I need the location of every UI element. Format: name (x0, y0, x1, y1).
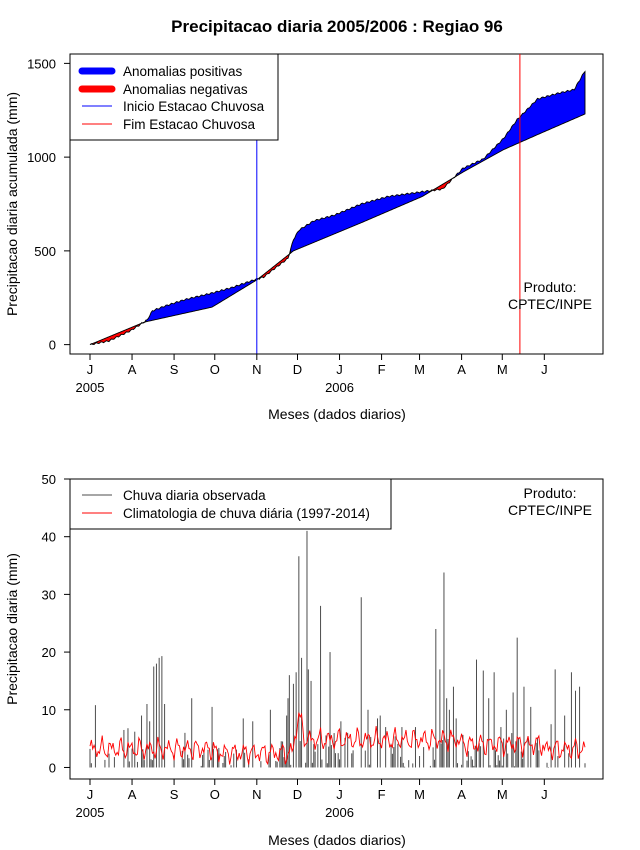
daily-rain-bars (89, 530, 586, 768)
y-tick-label: 20 (42, 645, 56, 660)
x-tick-label: F (378, 362, 386, 377)
cumulative-legend: Anomalias positivas Anomalias negativas … (69, 53, 279, 141)
positive-anomaly-area (290, 189, 434, 254)
y-tick-label: 50 (42, 472, 56, 487)
x-year-label: 2006 (325, 380, 354, 395)
x-tick-label: S (170, 362, 179, 377)
x-year-label: 2005 (76, 380, 105, 395)
y-tick-label: 40 (42, 530, 56, 545)
x-tick-label: M (497, 787, 508, 802)
x-tick-label: S (170, 787, 179, 802)
daily-legend-box (69, 478, 392, 530)
x-tick-label: D (293, 362, 302, 377)
x-tick-label: J (87, 362, 94, 377)
x-tick-label: D (293, 787, 302, 802)
daily-x-axis: J A S O N D J F M A M J 2005 2006 (76, 778, 548, 820)
x-year-label: 2006 (325, 805, 354, 820)
climatology-line (89, 712, 586, 766)
y-tick-label: 0 (49, 338, 56, 353)
x-tick-label: J (87, 787, 94, 802)
y-tick-label: 500 (34, 244, 56, 259)
x-year-label: 2005 (76, 805, 105, 820)
y-tick-label: 0 (49, 760, 56, 775)
negative-anomaly-area (92, 321, 142, 346)
x-tick-label: N (252, 362, 261, 377)
cumulative-y-axis-label: Precipitacao diaria acumulada (mm) (4, 92, 20, 316)
x-tick-label: A (457, 787, 466, 802)
x-tick-label: A (128, 787, 137, 802)
y-tick-label: 30 (42, 587, 56, 602)
daily-x-axis-label: Meses (dados diarios) (268, 832, 406, 848)
cumulative-product-label: Produto: (524, 279, 577, 295)
cumulative-product-source: CPTEC/INPE (508, 296, 592, 312)
daily-product-source: CPTEC/INPE (508, 502, 592, 518)
legend-label-end: Fim Estacao Chuvosa (123, 117, 256, 132)
x-tick-label: M (414, 362, 425, 377)
y-tick-label: 1000 (27, 150, 56, 165)
x-tick-label: F (378, 787, 386, 802)
cumulative-y-axis: 0 500 1000 1500 (27, 56, 71, 353)
daily-y-axis-label: Precipitacao diaria (mm) (4, 553, 20, 705)
positive-anomaly-area (145, 276, 260, 323)
negative-anomaly-area (259, 248, 292, 281)
cumulative-x-axis: J A S O N D J F M A M J 2005 2006 (76, 353, 548, 395)
cumulative-chart: 0 500 1000 1500 J A S O N D J F M A M J 2005 2006 Precip… (4, 53, 604, 422)
x-tick-label: J (336, 787, 343, 802)
x-tick-label: O (210, 787, 220, 802)
daily-product-label: Produto: (524, 485, 577, 501)
negative-anomaly-area (432, 173, 457, 192)
chart-title: Precipitacao diaria 2005/2006 : Regiao 9… (171, 17, 503, 36)
cumulative-anomaly-areas (89, 70, 586, 346)
daily-legend: Chuva diaria observada Climatologia de c… (69, 478, 392, 530)
x-tick-label: J (541, 362, 548, 377)
daily-y-axis: 0 10 20 30 40 50 (42, 472, 71, 775)
cumulative-x-axis-label: Meses (dados diarios) (268, 406, 406, 422)
daily-chart: 0 10 20 30 40 50 J A S O N D J F M A M J 2005 2006 Precipi… (4, 472, 604, 848)
x-tick-label: O (210, 362, 220, 377)
y-tick-label: 1500 (27, 56, 56, 71)
x-tick-label: M (497, 362, 508, 377)
x-tick-label: M (414, 787, 425, 802)
x-tick-label: J (336, 362, 343, 377)
x-tick-label: A (457, 362, 466, 377)
x-tick-label: A (128, 362, 137, 377)
x-tick-label: N (252, 787, 261, 802)
legend-label-start: Inicio Estacao Chuvosa (123, 99, 265, 114)
legend-label-observed: Chuva diaria observada (123, 488, 266, 503)
legend-label-negative: Anomalias negativas (123, 82, 248, 97)
legend-label-climatology: Climatologia de chuva diária (1997-2014) (123, 506, 370, 521)
legend-label-positive: Anomalias positivas (123, 64, 243, 79)
positive-anomaly-area (455, 70, 586, 177)
x-tick-label: J (541, 787, 548, 802)
y-tick-label: 10 (42, 703, 56, 718)
